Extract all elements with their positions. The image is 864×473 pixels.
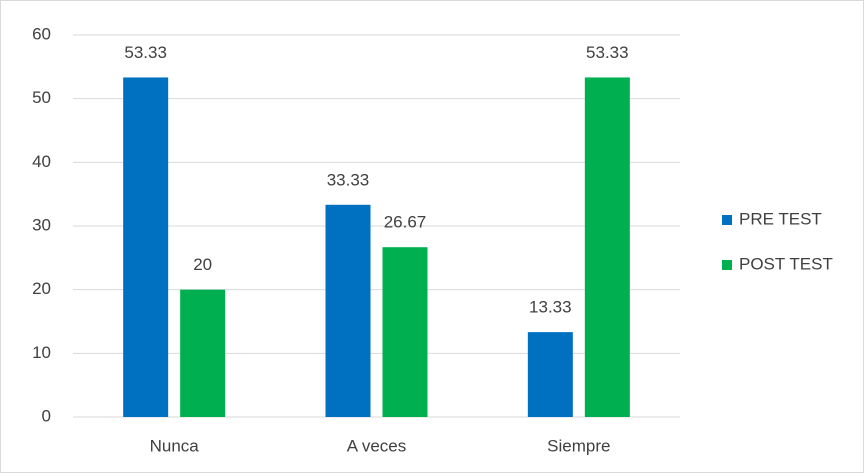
y-tick-label: 20 — [32, 279, 51, 298]
bar — [180, 289, 226, 417]
bar — [123, 77, 169, 417]
data-label: 53.33 — [586, 43, 629, 62]
x-tick-label: Nunca — [150, 436, 200, 455]
bar — [382, 247, 428, 417]
x-tick-label: A veces — [347, 436, 407, 455]
data-label: 53.33 — [124, 43, 167, 62]
data-label: 26.67 — [384, 213, 427, 232]
bar — [527, 332, 573, 417]
legend-swatch — [722, 215, 732, 225]
bar — [325, 204, 371, 417]
y-tick-label: 10 — [32, 343, 51, 362]
y-tick-label: 60 — [32, 24, 51, 43]
y-tick-label: 50 — [32, 88, 51, 107]
y-tick-label: 30 — [32, 215, 51, 234]
data-label: 20 — [193, 255, 212, 274]
x-tick-label: Siempre — [547, 436, 610, 455]
legend-label: PRE TEST — [739, 209, 822, 228]
y-tick-label: 40 — [32, 152, 51, 171]
y-tick-label: 0 — [42, 406, 51, 425]
data-label: 13.33 — [529, 298, 572, 317]
bar — [584, 77, 630, 417]
legend-label: POST TEST — [739, 254, 833, 273]
data-label: 33.33 — [327, 170, 370, 189]
legend-swatch — [722, 260, 732, 270]
